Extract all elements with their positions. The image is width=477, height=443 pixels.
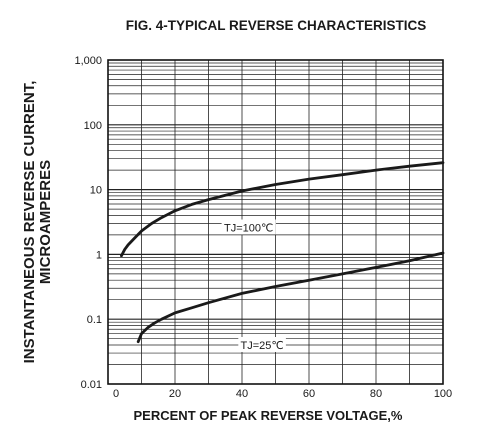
series-label: TJ=100℃ bbox=[224, 223, 273, 235]
y-tick-label: 0.01 bbox=[81, 379, 102, 391]
x-tick-label: 40 bbox=[236, 388, 248, 400]
series-label-background bbox=[221, 219, 276, 235]
plot-frame bbox=[107, 59, 444, 385]
x-tick-label: 20 bbox=[169, 388, 181, 400]
x-axis-label: PERCENT OF PEAK REVERSE VOLTAGE,% bbox=[134, 408, 403, 423]
y-tick-label: 10 bbox=[90, 185, 102, 197]
y-tick-labels: 0.01 0.1 1 10 100 1,000 bbox=[74, 55, 102, 391]
y-tick-label: 1 bbox=[96, 249, 102, 261]
x-tick-label: 100 bbox=[434, 388, 452, 400]
chart-title: FIG. 4-TYPICAL REVERSE CHARACTERISTICS bbox=[126, 18, 427, 33]
x-tick-label: 80 bbox=[370, 388, 382, 400]
x-tick-label: 60 bbox=[303, 388, 315, 400]
series-label-background bbox=[238, 336, 286, 352]
x-tick-labels: 0 20 40 60 80 100 bbox=[113, 388, 452, 400]
series-label: TJ=25℃ bbox=[240, 340, 283, 352]
x-tick-label: 0 bbox=[113, 388, 119, 400]
y-tick-label: 1,000 bbox=[74, 55, 102, 67]
series-line bbox=[120, 161, 445, 258]
series-group: TJ=100℃ TJ=25℃ bbox=[120, 161, 445, 352]
grid bbox=[108, 60, 443, 384]
y-axis-label-line1: INSTANTANEOUS REVERSE CURRENT, bbox=[21, 81, 38, 364]
y-tick-label: 0.1 bbox=[87, 314, 102, 326]
y-axis-label-line2: MICROAMPERES bbox=[37, 160, 54, 284]
series-line bbox=[136, 251, 445, 344]
y-tick-label: 100 bbox=[84, 120, 102, 132]
